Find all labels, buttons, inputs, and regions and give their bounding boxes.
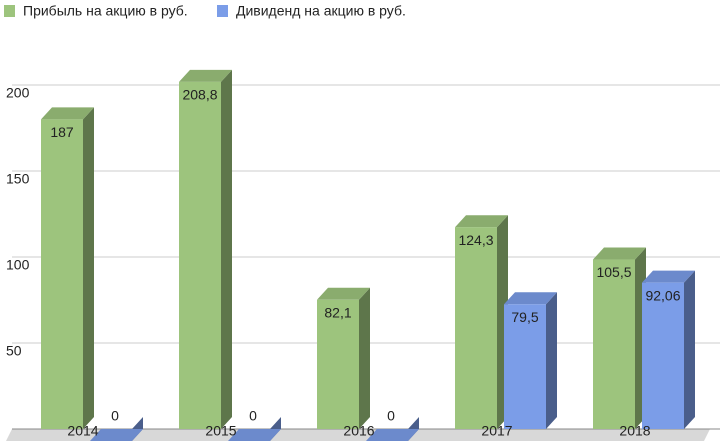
bar-side bbox=[221, 69, 232, 429]
value-label: 0 bbox=[387, 408, 395, 424]
value-label: 79,5 bbox=[511, 309, 538, 325]
bar-front bbox=[504, 304, 546, 429]
bar-front bbox=[593, 259, 635, 429]
bar-top bbox=[41, 107, 94, 120]
bar-front bbox=[41, 119, 83, 430]
y-tick-label: 200 bbox=[6, 85, 30, 101]
value-label: 124,3 bbox=[458, 232, 493, 248]
bar-top bbox=[642, 270, 695, 283]
bar-top bbox=[90, 429, 143, 441]
legend-swatch bbox=[217, 5, 228, 17]
bar-front bbox=[179, 81, 221, 429]
value-label: 105,5 bbox=[596, 264, 631, 280]
x-tick-label: 2018 bbox=[619, 423, 650, 439]
bar bbox=[317, 287, 370, 429]
bar bbox=[228, 417, 281, 441]
bar-side bbox=[684, 270, 695, 429]
value-label: 208,8 bbox=[182, 87, 217, 103]
x-tick-label: 2017 bbox=[481, 423, 512, 439]
y-tick-label: 50 bbox=[6, 343, 22, 359]
bar-front bbox=[455, 227, 497, 429]
y-tick-label: 150 bbox=[6, 171, 30, 187]
bar bbox=[179, 69, 232, 429]
bar-top bbox=[366, 429, 419, 441]
legend-label: Дивиденд на акцию в руб. bbox=[236, 3, 406, 19]
bar bbox=[366, 417, 419, 441]
y-tick-label: 100 bbox=[6, 257, 30, 273]
value-label: 0 bbox=[249, 408, 257, 424]
bar-front bbox=[642, 282, 684, 429]
bar-top bbox=[455, 215, 508, 228]
bar bbox=[455, 215, 508, 429]
x-tick-label: 2016 bbox=[343, 423, 374, 439]
legend-swatch bbox=[4, 5, 15, 17]
bar-top bbox=[593, 247, 646, 260]
value-label: 0 bbox=[111, 408, 119, 424]
bar-front bbox=[317, 299, 359, 429]
value-label: 92,06 bbox=[645, 287, 680, 303]
bar-top bbox=[179, 69, 232, 82]
bar bbox=[504, 292, 557, 429]
bar bbox=[41, 107, 94, 430]
value-label: 187 bbox=[50, 124, 74, 140]
bar-side bbox=[546, 292, 557, 429]
bar-side bbox=[83, 107, 94, 430]
bar bbox=[90, 417, 143, 441]
bar-side bbox=[359, 287, 370, 429]
x-tick-label: 2014 bbox=[67, 423, 98, 439]
bar-top bbox=[504, 292, 557, 305]
x-tick-label: 2015 bbox=[205, 423, 236, 439]
bar-top bbox=[228, 429, 281, 441]
bar-top bbox=[317, 287, 370, 300]
floor bbox=[6, 429, 710, 441]
bar bbox=[642, 270, 695, 429]
legend-label: Прибыль на акцию в руб. bbox=[23, 3, 188, 19]
value-label: 82,1 bbox=[324, 304, 351, 320]
